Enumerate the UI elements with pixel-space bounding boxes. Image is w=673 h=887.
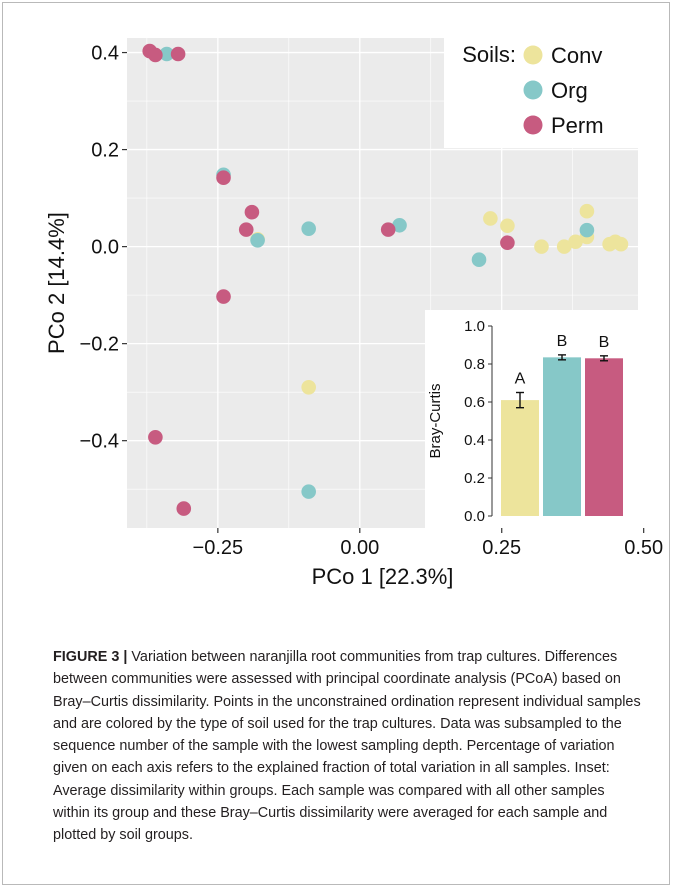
point-conv bbox=[500, 218, 515, 234]
caption-text: Variation between naranjilla root commun… bbox=[53, 649, 641, 844]
y-tick-label: −0.4 bbox=[80, 431, 119, 453]
point-perm bbox=[148, 47, 163, 63]
pcoa-points bbox=[142, 43, 629, 516]
point-conv bbox=[483, 211, 498, 226]
point-org bbox=[471, 252, 487, 268]
figure-caption: FIGURE 3 | Variation between naranjilla … bbox=[53, 646, 643, 847]
point-perm bbox=[216, 289, 231, 304]
inset-significance-letter: B bbox=[599, 334, 610, 351]
bray-curtis-inset-bar-chart: 0.0 0.2 0.4 0.6 0.8 1.0 A B B Bray-Curtis bbox=[425, 310, 638, 528]
point-org bbox=[301, 484, 316, 499]
y-tick-label: −0.2 bbox=[80, 334, 119, 356]
pcoa-y-axis-label: PCo 2 [14.4%] bbox=[44, 212, 69, 354]
legend-label-perm: Perm bbox=[551, 113, 604, 138]
point-perm bbox=[170, 46, 186, 62]
legend-title: Soils: bbox=[462, 42, 516, 67]
point-perm bbox=[176, 501, 192, 516]
point-org bbox=[250, 233, 265, 248]
y-tick-label: 0.0 bbox=[91, 237, 119, 259]
figure-graphic: −0.25 0.00 0.25 0.50 0.4 0.2 0.0 −0.2 −0.4 PCo 1… bbox=[44, 38, 664, 589]
soils-legend: Soils: Conv Org Perm bbox=[444, 38, 638, 148]
point-conv bbox=[613, 236, 629, 252]
inset-bar-org bbox=[543, 357, 581, 516]
inset-significance-letter: A bbox=[515, 371, 526, 388]
inset-bars: A B B bbox=[501, 333, 623, 516]
inset-y-axis-label: Bray-Curtis bbox=[427, 383, 444, 458]
inset-significance-letter: B bbox=[557, 333, 568, 350]
inset-y-tick-label: 0.8 bbox=[464, 356, 485, 373]
legend-label-org: Org bbox=[551, 78, 588, 103]
x-tick-label: 0.00 bbox=[340, 537, 379, 559]
inset-bar-conv bbox=[501, 400, 539, 516]
point-perm bbox=[244, 204, 260, 220]
legend-label-conv: Conv bbox=[551, 43, 602, 68]
point-org bbox=[579, 222, 595, 238]
inset-y-tick-label: 0.0 bbox=[464, 508, 485, 525]
point-perm bbox=[380, 222, 396, 237]
y-tick-label: 0.4 bbox=[91, 43, 119, 65]
x-tick-label: 0.25 bbox=[482, 537, 521, 559]
point-conv bbox=[579, 203, 595, 219]
inset-y-tick-label: 1.0 bbox=[464, 318, 485, 335]
inset-y-tick-label: 0.2 bbox=[464, 470, 485, 487]
inset-bar-perm bbox=[585, 358, 623, 516]
inset-y-tick-label: 0.6 bbox=[464, 394, 485, 411]
caption-label: FIGURE 3 | bbox=[53, 649, 128, 665]
point-conv bbox=[301, 380, 316, 395]
point-org bbox=[159, 46, 175, 62]
point-conv bbox=[556, 239, 572, 254]
pcoa-axes: −0.25 0.00 0.25 0.50 0.4 0.2 0.0 −0.2 −0.4 bbox=[80, 43, 664, 559]
x-tick-label: −0.25 bbox=[193, 537, 244, 559]
pcoa-x-axis-label: PCo 1 [22.3%] bbox=[312, 564, 454, 589]
legend-key-perm bbox=[523, 115, 543, 135]
point-org bbox=[301, 221, 316, 236]
x-tick-label: 0.50 bbox=[624, 537, 663, 559]
point-perm bbox=[500, 235, 515, 251]
y-tick-label: 0.2 bbox=[91, 140, 119, 162]
pcoa-grid bbox=[127, 38, 645, 528]
point-perm bbox=[216, 170, 231, 186]
point-conv bbox=[534, 239, 549, 254]
inset-y-tick-label: 0.4 bbox=[464, 432, 485, 449]
point-perm bbox=[148, 429, 163, 445]
inset-axes: 0.0 0.2 0.4 0.6 0.8 1.0 bbox=[464, 318, 493, 525]
point-conv bbox=[568, 234, 583, 250]
legend-key-conv bbox=[523, 45, 543, 65]
legend-key-org bbox=[523, 80, 543, 100]
legend-items: Conv Org Perm bbox=[523, 43, 604, 138]
point-org bbox=[392, 217, 407, 233]
point-perm bbox=[238, 222, 254, 237]
